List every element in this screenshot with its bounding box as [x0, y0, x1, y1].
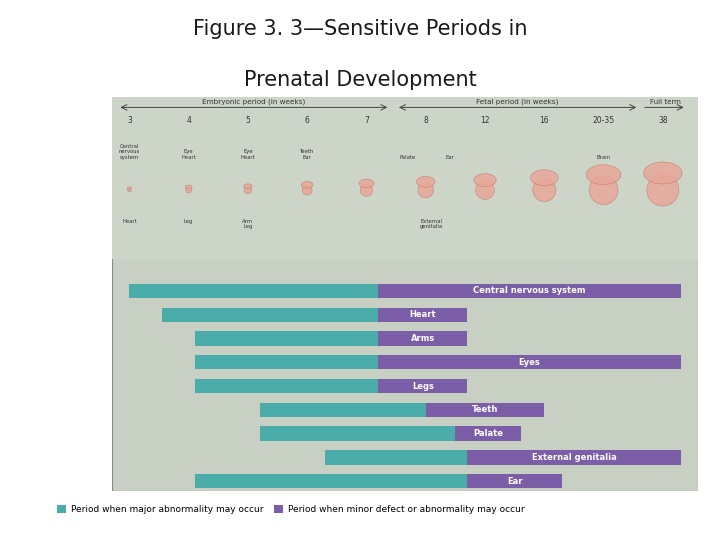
Text: Central
nervous
system: Central nervous system — [119, 144, 140, 159]
Circle shape — [474, 174, 496, 186]
Bar — [260, 427, 455, 441]
Text: 7: 7 — [364, 116, 369, 125]
Circle shape — [185, 185, 192, 189]
Ellipse shape — [302, 185, 312, 195]
Bar — [467, 450, 680, 464]
Text: 3: 3 — [127, 116, 132, 125]
Ellipse shape — [127, 188, 131, 192]
Text: External
genitalia: External genitalia — [420, 219, 444, 230]
Bar — [194, 474, 467, 488]
Text: Ear: Ear — [445, 154, 454, 159]
Ellipse shape — [589, 176, 618, 205]
Circle shape — [586, 165, 621, 185]
Text: Central nervous system: Central nervous system — [473, 286, 586, 295]
Text: Teeth: Teeth — [472, 406, 498, 414]
Text: 8: 8 — [423, 116, 428, 125]
Bar — [162, 308, 378, 322]
FancyBboxPatch shape — [112, 102, 698, 491]
Bar — [467, 474, 562, 488]
Text: Full term: Full term — [650, 99, 681, 105]
Text: 12: 12 — [480, 116, 490, 125]
Bar — [130, 284, 378, 298]
Text: Eye
Heart: Eye Heart — [240, 149, 256, 159]
Text: Palate: Palate — [473, 429, 503, 438]
Text: Leg: Leg — [184, 219, 194, 224]
Text: Legs: Legs — [412, 382, 433, 390]
Bar — [378, 379, 467, 393]
Text: 38: 38 — [658, 116, 667, 125]
Bar — [378, 284, 680, 298]
Bar — [378, 332, 467, 346]
Ellipse shape — [186, 187, 192, 193]
Bar — [426, 403, 544, 417]
Circle shape — [359, 179, 374, 188]
Text: Ear: Ear — [507, 477, 523, 485]
Circle shape — [243, 184, 252, 189]
Circle shape — [531, 170, 558, 186]
Bar — [112, 96, 698, 259]
Text: Heart: Heart — [410, 310, 436, 319]
Circle shape — [302, 181, 313, 188]
Text: Brain: Brain — [597, 154, 611, 159]
Legend: Period when major abnormality may occur, Period when minor defect or abnormality: Period when major abnormality may occur,… — [53, 501, 528, 517]
Bar — [455, 427, 521, 441]
Text: Teeth
Ear: Teeth Ear — [300, 149, 315, 159]
Text: Figure 3. 3—Sensitive Periods in: Figure 3. 3—Sensitive Periods in — [193, 19, 527, 39]
Ellipse shape — [533, 179, 556, 201]
Ellipse shape — [647, 174, 679, 206]
Ellipse shape — [244, 187, 251, 194]
Text: 16: 16 — [539, 116, 549, 125]
Text: 4: 4 — [186, 116, 191, 125]
Text: External genitalia: External genitalia — [531, 453, 616, 462]
Circle shape — [416, 177, 435, 187]
Bar — [194, 355, 378, 369]
Ellipse shape — [418, 183, 433, 198]
Circle shape — [644, 162, 682, 184]
Text: Fetal period (in weeks): Fetal period (in weeks) — [477, 98, 559, 105]
Bar — [325, 450, 467, 464]
Bar — [378, 308, 467, 322]
Text: 6: 6 — [305, 116, 310, 125]
Text: Heart: Heart — [122, 219, 137, 224]
Text: 20-35: 20-35 — [593, 116, 615, 125]
Text: Eye
Heart: Eye Heart — [181, 149, 196, 159]
Circle shape — [127, 187, 132, 190]
Bar — [194, 332, 378, 346]
Bar — [194, 379, 378, 393]
Text: Embryonic period (in weeks): Embryonic period (in weeks) — [202, 98, 305, 105]
Text: Palate: Palate — [400, 154, 416, 159]
Ellipse shape — [360, 184, 373, 197]
Text: Prenatal Development: Prenatal Development — [243, 70, 477, 90]
Bar — [378, 355, 680, 369]
Ellipse shape — [476, 181, 495, 199]
Text: Eyes: Eyes — [518, 358, 540, 367]
Text: Arms: Arms — [410, 334, 435, 343]
Text: Arm
Leg: Arm Leg — [243, 219, 253, 230]
Text: 5: 5 — [246, 116, 251, 125]
Bar — [260, 403, 426, 417]
